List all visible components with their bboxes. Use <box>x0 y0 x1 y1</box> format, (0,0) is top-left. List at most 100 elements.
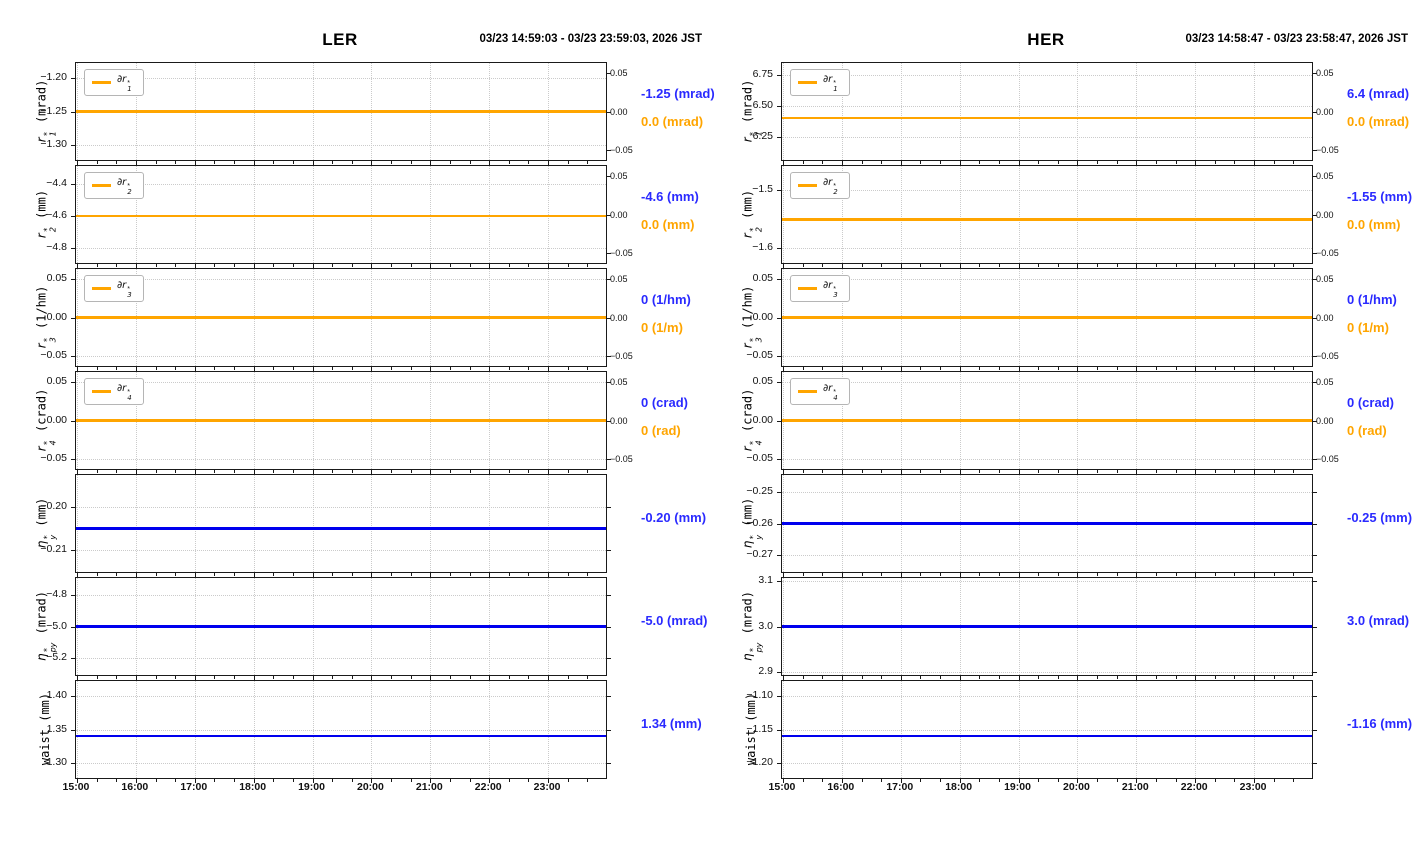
x-minor-tick-mark <box>1293 367 1295 370</box>
x-minor-tick-mark <box>96 779 98 782</box>
x-minor-tick-mark <box>940 779 942 782</box>
x-minor-tick-mark <box>1293 573 1295 576</box>
x-minor-tick-mark <box>391 367 393 370</box>
right-y-tick-mark <box>1313 150 1317 152</box>
x-major-tick-mark <box>900 264 902 268</box>
x-minor-tick-mark <box>1273 367 1275 370</box>
x-minor-tick-mark <box>351 264 353 267</box>
x-minor-tick-mark <box>175 264 177 267</box>
chart-title: HER <box>1027 30 1065 49</box>
x-minor-tick-mark <box>528 676 530 679</box>
column-her: HER 03/23 14:58:47 - 03/23 23:58:47, 2026… <box>706 0 1412 864</box>
gridline-vertical <box>841 63 843 160</box>
y-tick-mark <box>71 420 75 422</box>
gridline-horizontal <box>782 729 1312 731</box>
x-major-tick-mark <box>312 161 314 165</box>
x-minor-tick-mark <box>920 573 922 576</box>
x-major-tick-mark <box>194 779 196 783</box>
x-minor-tick-mark <box>940 676 942 679</box>
x-major-tick-mark <box>1077 367 1079 371</box>
x-minor-tick-mark <box>881 367 883 370</box>
x-minor-tick-mark <box>822 264 824 267</box>
gridline-horizontal <box>782 580 1312 582</box>
x-minor-tick-mark <box>508 161 510 164</box>
gridline-vertical <box>1136 166 1138 263</box>
y-tick-mark <box>71 145 75 147</box>
x-minor-tick-mark <box>1116 264 1118 267</box>
data-line-blue <box>782 625 1312 628</box>
column-ler: LER 03/23 14:59:03 - 03/23 23:59:03, 2026… <box>35 30 715 793</box>
x-minor-tick-mark <box>567 573 569 576</box>
x-minor-tick-mark <box>1214 161 1216 164</box>
y-tick-label: −4.8 <box>46 588 67 601</box>
legend-label: ∂r * 4 <box>117 383 132 402</box>
right-y-tick-mark <box>607 626 611 628</box>
data-line-blue <box>76 735 606 738</box>
gridline-horizontal <box>76 248 606 250</box>
right-y-tick-label: 0.05 <box>1316 273 1334 284</box>
gridline-vertical <box>76 166 78 263</box>
x-minor-tick-mark <box>881 676 883 679</box>
gridline-vertical <box>900 166 902 263</box>
gridline-vertical <box>1254 166 1256 263</box>
y-tick-mark <box>777 190 781 192</box>
x-tick-label: 15:00 <box>768 781 796 793</box>
x-minor-tick-mark <box>802 470 804 473</box>
x-minor-tick-mark <box>292 161 294 164</box>
value-readout: 0 (rad) <box>1347 423 1387 438</box>
x-major-tick-mark <box>841 779 843 783</box>
right-y-tick-mark <box>1313 175 1317 177</box>
x-minor-tick-mark <box>155 676 157 679</box>
x-minor-tick-mark <box>96 470 98 473</box>
x-major-tick-mark <box>489 161 491 165</box>
x-minor-tick-mark <box>567 367 569 370</box>
x-major-tick-mark <box>253 676 255 680</box>
gridline-vertical <box>1018 166 1020 263</box>
y-tick-mark <box>777 420 781 422</box>
x-minor-tick-mark <box>822 573 824 576</box>
y-tick-label: 0.00 <box>46 310 67 323</box>
x-tick-label: 23:00 <box>533 781 561 793</box>
x-major-tick-mark <box>76 470 78 474</box>
x-minor-tick-mark <box>861 779 863 782</box>
x-major-tick-mark <box>841 161 843 165</box>
x-major-tick-mark <box>841 573 843 577</box>
y-tick-mark <box>71 356 75 358</box>
x-minor-tick-mark <box>861 161 863 164</box>
plot-area: ∂r * 4 <box>777 371 1317 474</box>
right-y-tick-mark <box>1313 253 1317 255</box>
gridline-vertical <box>1077 166 1079 263</box>
right-y-tick-label: −0.05 <box>1316 145 1339 156</box>
gridline-horizontal <box>76 507 606 509</box>
right-y-tick-mark <box>1313 381 1317 383</box>
right-y-tick-label: 0.05 <box>1316 376 1334 387</box>
x-minor-tick-mark <box>391 470 393 473</box>
right-y-tick-mark <box>607 459 611 461</box>
x-major-tick-mark <box>76 264 78 268</box>
x-major-tick-mark <box>312 573 314 577</box>
x-minor-tick-mark <box>1175 367 1177 370</box>
x-major-tick-mark <box>489 367 491 371</box>
legend-line-sample <box>92 390 111 393</box>
x-minor-tick-mark <box>587 779 589 782</box>
x-minor-tick-mark <box>822 470 824 473</box>
x-major-tick-mark <box>1077 779 1079 783</box>
x-minor-tick-mark <box>1234 470 1236 473</box>
x-minor-tick-mark <box>391 779 393 782</box>
right-y-tick-label: −0.05 <box>1316 351 1339 362</box>
legend: ∂r * 2 <box>84 172 144 199</box>
x-tick-label: 22:00 <box>474 781 502 793</box>
gridline-horizontal <box>782 136 1312 138</box>
x-minor-tick-mark <box>822 779 824 782</box>
gridline-vertical <box>371 166 373 263</box>
x-major-tick-mark <box>489 470 491 474</box>
y-tick-label: −0.05 <box>746 349 773 362</box>
x-minor-tick-mark <box>1175 573 1177 576</box>
x-major-tick-mark <box>253 470 255 474</box>
x-minor-tick-mark <box>96 264 98 267</box>
gridline-vertical <box>841 166 843 263</box>
right-y-tick-label: −0.05 <box>610 145 633 156</box>
x-minor-tick-mark <box>469 779 471 782</box>
y-tick-label: −1.6 <box>752 241 773 254</box>
x-minor-tick-mark <box>292 676 294 679</box>
